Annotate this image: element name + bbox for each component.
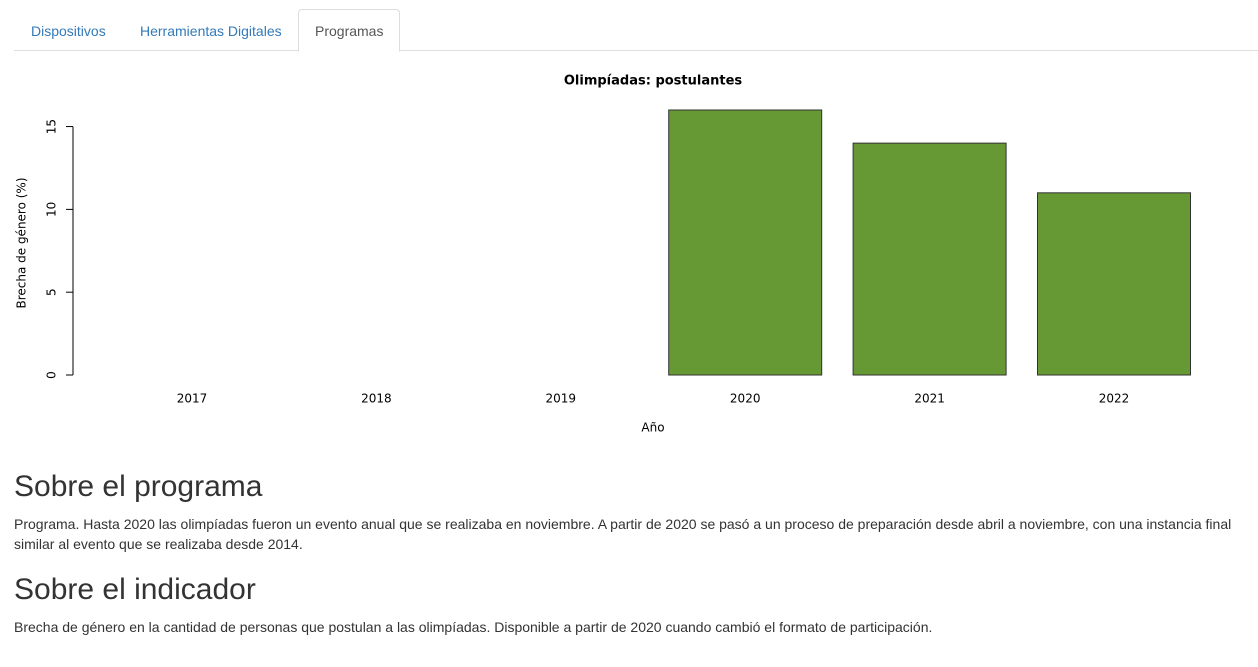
tab[interactable]: Dispositivos xyxy=(31,23,106,39)
bar xyxy=(852,142,1007,376)
x-tick-label: 2021 xyxy=(914,392,945,406)
section-text: Programa. Hasta 2020 las olimpíadas fuer… xyxy=(14,516,1232,552)
y-axis-label: Brecha de género (%) xyxy=(15,177,29,308)
x-tick-label: 2020 xyxy=(730,392,761,406)
tab[interactable]: Programas xyxy=(298,9,401,52)
x-axis-label: Año xyxy=(641,421,664,435)
y-tick-label: 5 xyxy=(45,288,59,296)
tab[interactable]: Herramientas Digitales xyxy=(140,23,282,39)
x-tick-label: 2019 xyxy=(546,392,577,406)
x-tick-label: 2022 xyxy=(1099,392,1130,406)
y-tick-label: 10 xyxy=(45,202,59,217)
y-tick-label: 0 xyxy=(45,371,59,379)
chart-title: Olimpíadas: postulantes xyxy=(564,74,743,89)
section-heading: Sobre el programa xyxy=(14,470,263,503)
section-text: Brecha de género en la cantidad de perso… xyxy=(14,619,933,635)
x-tick-label: 2018 xyxy=(361,392,392,406)
y-tick-label: 15 xyxy=(45,119,59,134)
x-tick-label: 2017 xyxy=(177,392,208,406)
section-heading: Sobre el indicador xyxy=(14,573,256,606)
chart: Olimpíadas: postulantes Año Brecha de gé… xyxy=(15,74,1191,435)
bar xyxy=(1037,192,1191,376)
bar xyxy=(668,109,823,376)
tab-bar: Dispositivos Herramientas Digitales Prog… xyxy=(14,9,1258,52)
